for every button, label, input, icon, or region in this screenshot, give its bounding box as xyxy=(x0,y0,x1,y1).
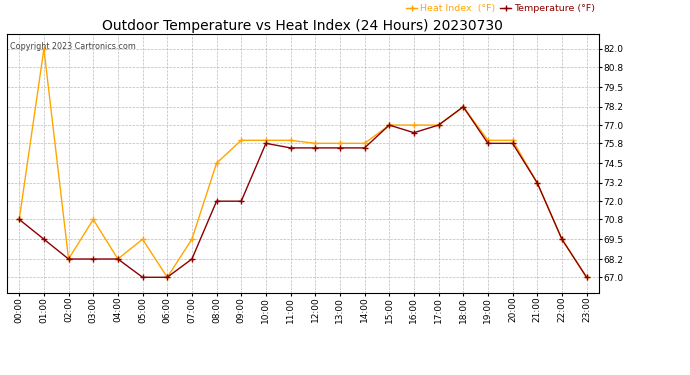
Temperature (°F) xyxy=(163,275,171,279)
Heat Index  (°F) xyxy=(89,217,97,222)
Temperature (°F) xyxy=(385,123,393,128)
Temperature (°F) xyxy=(336,146,344,150)
Temperature (°F) xyxy=(435,123,443,128)
Heat Index  (°F) xyxy=(213,161,221,165)
Temperature (°F) xyxy=(188,257,196,261)
Heat Index  (°F) xyxy=(336,141,344,146)
Temperature (°F) xyxy=(139,275,147,279)
Temperature (°F) xyxy=(213,199,221,203)
Heat Index  (°F) xyxy=(311,141,319,146)
Heat Index  (°F) xyxy=(114,257,122,261)
Heat Index  (°F) xyxy=(139,237,147,242)
Temperature (°F) xyxy=(459,105,467,109)
Temperature (°F) xyxy=(311,146,319,150)
Temperature (°F) xyxy=(360,146,368,150)
Legend: Heat Index  (°F), Temperature (°F): Heat Index (°F), Temperature (°F) xyxy=(402,0,599,16)
Temperature (°F) xyxy=(89,257,97,261)
Temperature (°F) xyxy=(40,237,48,242)
Line: Temperature (°F): Temperature (°F) xyxy=(17,104,589,280)
Title: Outdoor Temperature vs Heat Index (24 Hours) 20230730: Outdoor Temperature vs Heat Index (24 Ho… xyxy=(103,19,503,33)
Heat Index  (°F) xyxy=(360,141,368,146)
Heat Index  (°F) xyxy=(163,275,171,279)
Temperature (°F) xyxy=(509,141,517,146)
Temperature (°F) xyxy=(114,257,122,261)
Heat Index  (°F) xyxy=(435,123,443,128)
Heat Index  (°F) xyxy=(484,138,492,142)
Heat Index  (°F) xyxy=(15,217,23,222)
Heat Index  (°F) xyxy=(509,138,517,142)
Heat Index  (°F) xyxy=(188,237,196,242)
Heat Index  (°F) xyxy=(64,257,72,261)
Temperature (°F) xyxy=(237,199,246,203)
Heat Index  (°F) xyxy=(410,123,418,128)
Text: Copyright 2023 Cartronics.com: Copyright 2023 Cartronics.com xyxy=(10,42,136,51)
Temperature (°F) xyxy=(64,257,72,261)
Temperature (°F) xyxy=(558,237,566,242)
Heat Index  (°F) xyxy=(558,237,566,242)
Heat Index  (°F) xyxy=(459,105,467,109)
Temperature (°F) xyxy=(286,146,295,150)
Temperature (°F) xyxy=(582,275,591,279)
Temperature (°F) xyxy=(533,181,542,185)
Heat Index  (°F) xyxy=(286,138,295,142)
Heat Index  (°F) xyxy=(533,181,542,185)
Heat Index  (°F) xyxy=(237,138,246,142)
Heat Index  (°F) xyxy=(40,47,48,51)
Temperature (°F) xyxy=(410,130,418,135)
Temperature (°F) xyxy=(484,141,492,146)
Heat Index  (°F) xyxy=(582,275,591,279)
Temperature (°F) xyxy=(15,217,23,222)
Line: Heat Index  (°F): Heat Index (°F) xyxy=(17,46,589,280)
Heat Index  (°F) xyxy=(262,138,270,142)
Temperature (°F) xyxy=(262,141,270,146)
Heat Index  (°F) xyxy=(385,123,393,128)
